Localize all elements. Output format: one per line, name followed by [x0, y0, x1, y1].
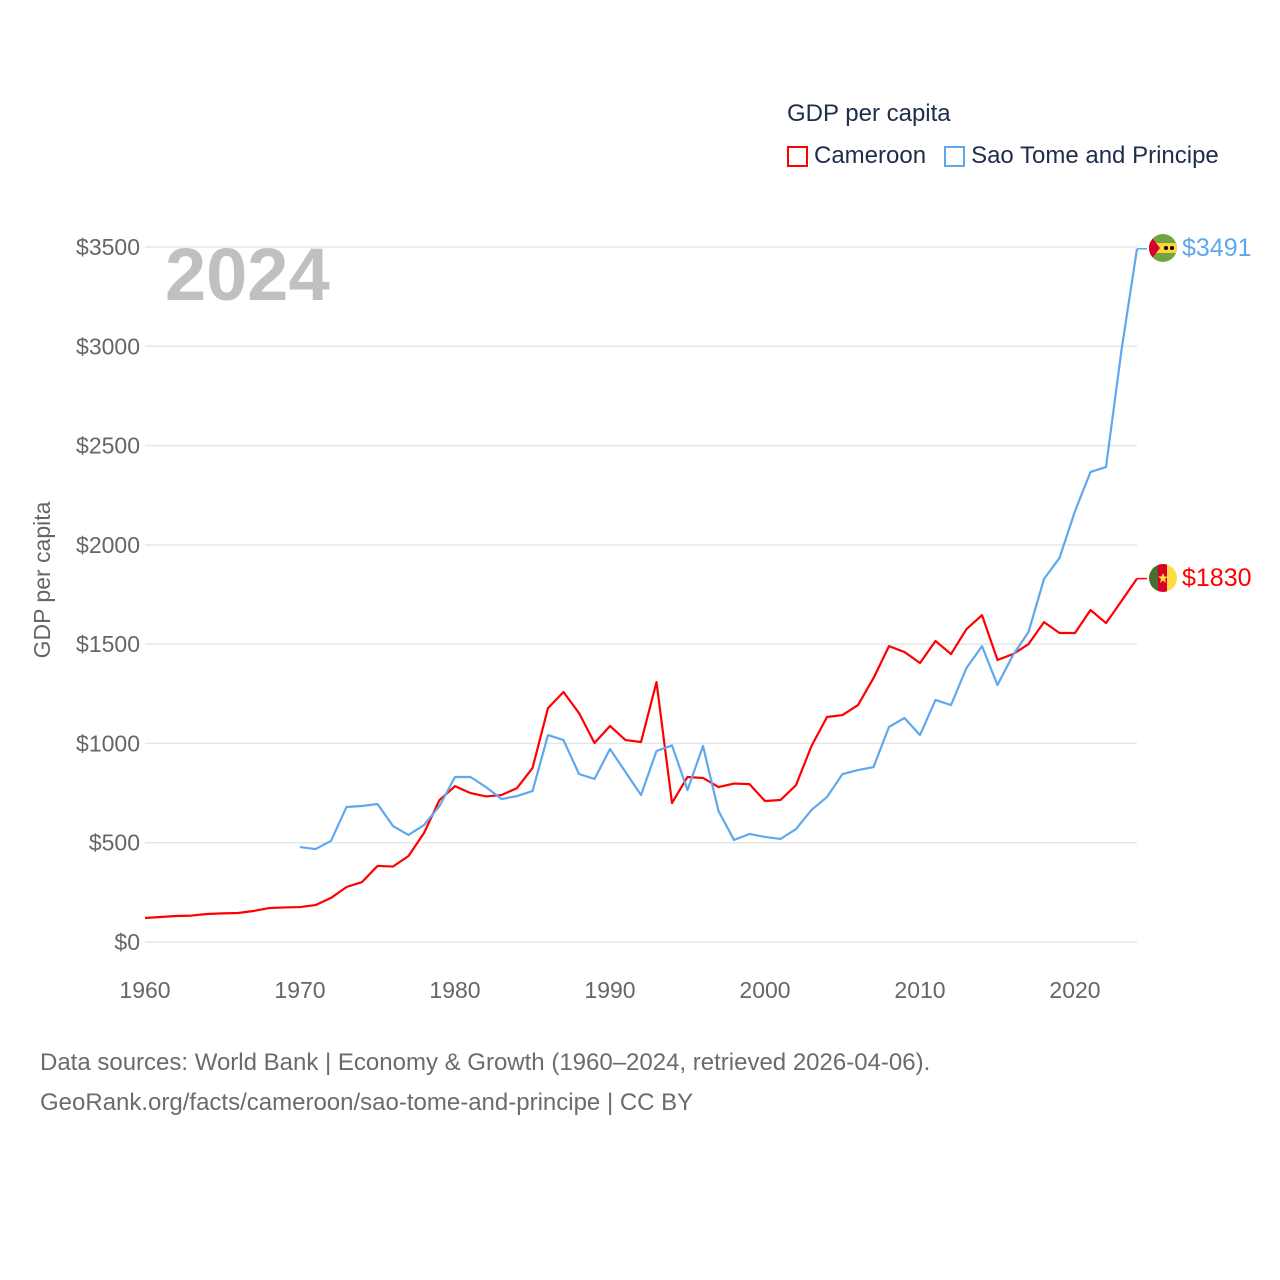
legend-title: GDP per capita — [787, 100, 951, 127]
legend-label: Cameroon — [814, 142, 927, 169]
x-tick-label: 2000 — [739, 977, 790, 1003]
flag-cameroon-icon — [1149, 564, 1177, 592]
x-tick-label: 2010 — [894, 977, 945, 1003]
end-label-cameroon: $1830 — [1182, 564, 1252, 592]
data-sources: Data sources: World Bank | Economy & Gro… — [40, 1049, 931, 1076]
legend: Cameroon Sao Tome and Principe — [787, 142, 1219, 170]
footer: Data sources: World Bank | Economy & Gro… — [40, 1043, 930, 1123]
series-line-sao-tome-and-principe — [299, 248, 1139, 851]
legend-swatch-cameroon — [787, 145, 808, 167]
y-axis-label: GDP per capita — [29, 501, 55, 658]
year-watermark: 2024 — [165, 233, 330, 316]
y-axis-ticks: $0 $500 $1000 $1500 $2000 $2500 $3000 $3500 — [76, 234, 140, 955]
flag-sao-tome-icon — [1149, 234, 1177, 262]
series-lines — [144, 248, 1147, 920]
x-tick-label: 1970 — [274, 977, 325, 1003]
y-tick-label: $500 — [89, 830, 140, 856]
y-tick-label: $3000 — [76, 333, 140, 359]
x-tick-label: 1980 — [429, 977, 480, 1003]
grid-lines — [145, 246, 1137, 943]
y-tick-label: $2500 — [76, 433, 140, 459]
y-tick-label: $1000 — [76, 730, 140, 756]
x-tick-label: 1960 — [119, 977, 170, 1003]
legend-item-sao-tome[interactable]: Sao Tome and Principe — [944, 142, 1219, 170]
legend-item-cameroon[interactable]: Cameroon — [787, 142, 926, 170]
y-tick-label: $1500 — [76, 631, 140, 657]
y-tick-label: $0 — [114, 929, 140, 955]
source-link[interactable]: GeoRank.org/facts/cameroon/sao-tome-and-… — [40, 1089, 694, 1116]
end-label-sao-tome: $3491 — [1182, 234, 1252, 262]
legend-label: Sao Tome and Principe — [971, 142, 1219, 169]
y-tick-label: $2000 — [76, 532, 140, 558]
x-tick-label: 2020 — [1049, 977, 1100, 1003]
x-axis-ticks: 1960 1970 1980 1990 2000 2010 2020 — [119, 977, 1100, 1003]
y-tick-label: $3500 — [76, 234, 140, 260]
series-line-cameroon — [144, 577, 1138, 920]
legend-swatch-sao-tome — [944, 145, 966, 167]
x-tick-label: 1990 — [584, 977, 635, 1003]
